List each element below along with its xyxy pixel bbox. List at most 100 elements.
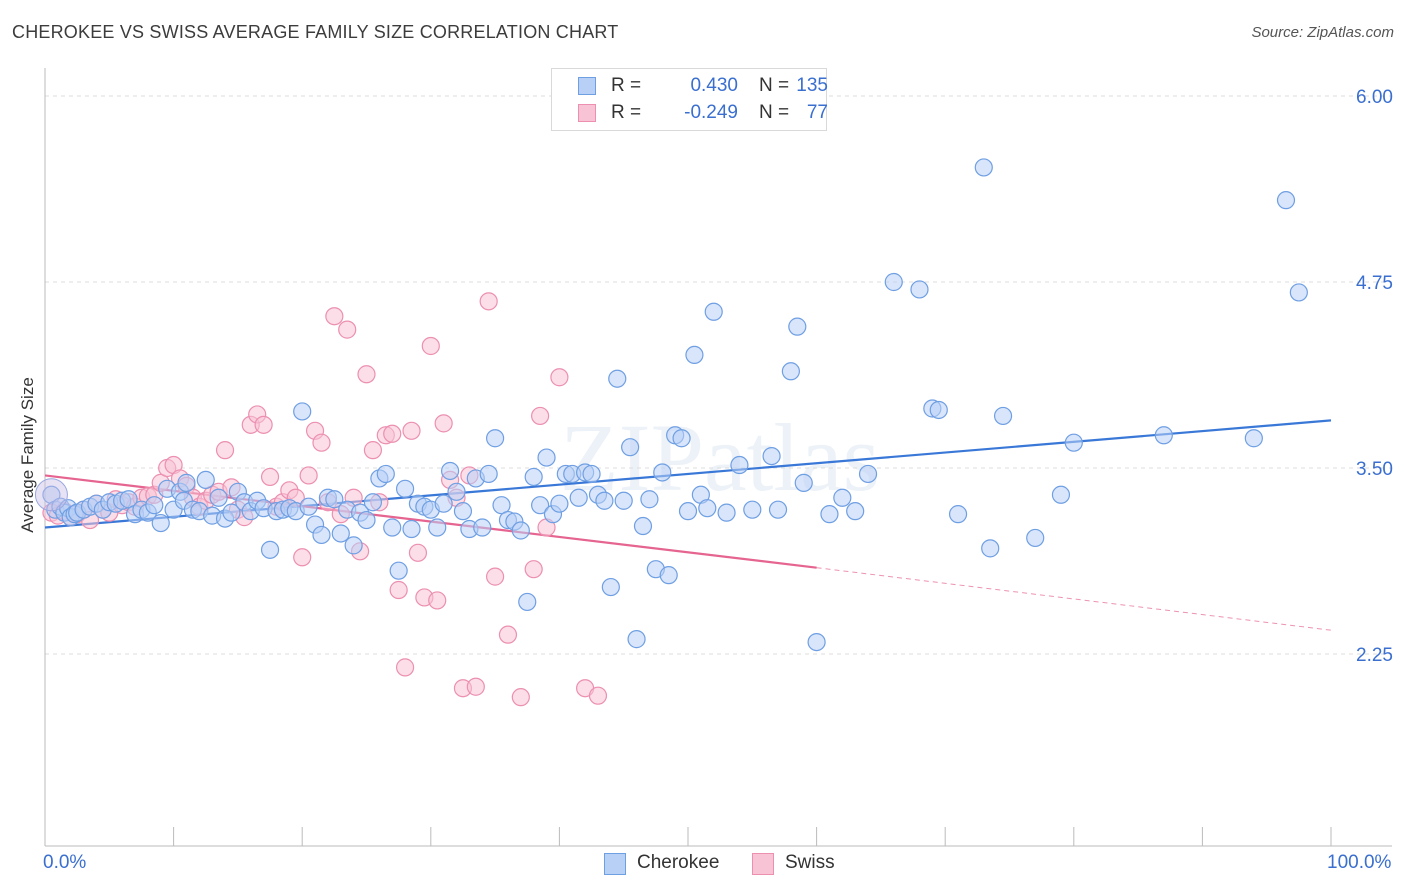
swiss-point	[466, 677, 485, 696]
cherokee-point	[929, 400, 948, 420]
x-tick-label-max: 100.0%	[1327, 852, 1392, 873]
legend-label: Swiss	[785, 852, 835, 873]
swiss-point	[383, 424, 402, 443]
cherokee-point	[479, 464, 498, 484]
cherokee-point	[910, 280, 929, 299]
cherokee-point	[344, 536, 363, 555]
cherokee-point	[685, 345, 704, 365]
swiss-point	[363, 441, 383, 460]
cherokee-point	[601, 577, 620, 597]
cherokee-point	[704, 302, 723, 321]
cherokee-point	[768, 500, 788, 519]
cherokee-point	[383, 518, 402, 537]
cherokee-point	[151, 513, 170, 533]
cherokee-point	[177, 473, 196, 492]
cherokee-point	[1244, 429, 1263, 448]
cherokee-point	[788, 317, 807, 336]
cherokee-point	[974, 158, 993, 177]
swiss-point	[550, 368, 569, 387]
cherokee-point	[640, 490, 659, 509]
y-tick-label: 2.25	[1356, 645, 1393, 666]
cherokee-point	[653, 463, 672, 482]
cherokee-point	[781, 362, 800, 381]
cherokee-point	[981, 539, 1000, 558]
cherokee-point	[678, 502, 698, 521]
cherokee-point	[846, 502, 865, 521]
swiss-trend-extrapolation	[816, 567, 1332, 631]
cherokee-swatch	[578, 77, 596, 95]
cherokee-point	[331, 524, 350, 543]
cherokee-point	[948, 505, 968, 524]
cherokee-point	[222, 503, 241, 522]
cherokee-point	[659, 566, 678, 585]
swiss-point	[421, 336, 440, 356]
cherokee-point	[363, 493, 383, 512]
cherokee-point	[884, 272, 903, 292]
cherokee-point	[518, 592, 537, 612]
n-value: 77	[806, 102, 828, 123]
swiss-point	[389, 580, 408, 600]
cherokee-point	[511, 521, 530, 540]
cherokee-point	[473, 518, 492, 537]
cherokee-point	[807, 632, 826, 652]
cherokee-point	[627, 630, 646, 649]
x-tick-label-min: 0.0%	[43, 852, 87, 873]
r-value: -0.249	[684, 102, 738, 123]
cherokee-point	[672, 429, 691, 448]
swiss-point	[588, 686, 608, 705]
cherokee-point	[621, 438, 640, 457]
y-tick-label: 4.75	[1356, 273, 1393, 294]
swiss-point	[524, 560, 543, 579]
cherokee-point	[434, 494, 453, 513]
swiss-point	[215, 441, 235, 460]
cherokee-point	[260, 540, 280, 559]
cherokee-point	[608, 369, 627, 388]
cherokee-point	[537, 448, 556, 467]
cherokee-point	[1289, 283, 1308, 302]
cherokee-point	[1064, 433, 1083, 452]
cherokee-point	[614, 491, 633, 510]
cherokee-point	[582, 464, 601, 484]
chart-title: CHEROKEE VS SWISS AVERAGE FAMILY SIZE CO…	[12, 22, 619, 42]
swiss-point	[486, 567, 505, 586]
cherokee-point	[389, 561, 408, 580]
cherokee-point	[1276, 191, 1296, 210]
cherokee-point	[486, 429, 505, 448]
correlation-legend: R = 0.430 N = 135 R = -0.249 N = 77	[551, 68, 828, 131]
cherokee-point	[376, 464, 395, 484]
cherokee-point	[1026, 528, 1045, 548]
y-tick-label: 6.00	[1356, 87, 1393, 108]
cherokee-point	[453, 502, 473, 521]
cherokee-point	[428, 518, 447, 537]
cherokee-point	[299, 497, 318, 516]
cherokee-point	[762, 446, 781, 466]
swiss-point	[293, 548, 312, 567]
cherokee-point	[550, 494, 569, 513]
swiss-point	[428, 591, 447, 610]
cherokee-point	[993, 406, 1013, 426]
source-label: Source: ZipAtlas.com	[1251, 24, 1394, 41]
cherokee-point	[145, 496, 164, 515]
swiss-point	[325, 307, 344, 326]
cherokee-point	[1051, 485, 1071, 504]
swiss-point	[511, 688, 530, 707]
swiss-point	[299, 466, 318, 485]
swiss-point	[531, 406, 550, 426]
cherokee-point	[794, 473, 813, 492]
swiss-point	[357, 365, 376, 384]
swiss-point	[479, 292, 498, 311]
swiss-point	[402, 421, 421, 440]
cherokee-point	[1154, 426, 1173, 445]
cherokee-point	[833, 488, 852, 507]
cherokee-point	[743, 500, 762, 519]
n-value: 135	[796, 75, 828, 96]
cherokee-point	[357, 510, 376, 530]
cherokee-point	[395, 479, 415, 498]
cherokee-point	[196, 470, 215, 490]
cherokee-point	[440, 461, 460, 481]
r-value: 0.430	[690, 75, 738, 96]
swiss-point	[395, 658, 415, 677]
swiss-point	[408, 543, 428, 562]
swiss-point	[498, 625, 518, 644]
cherokee-point	[730, 455, 749, 475]
